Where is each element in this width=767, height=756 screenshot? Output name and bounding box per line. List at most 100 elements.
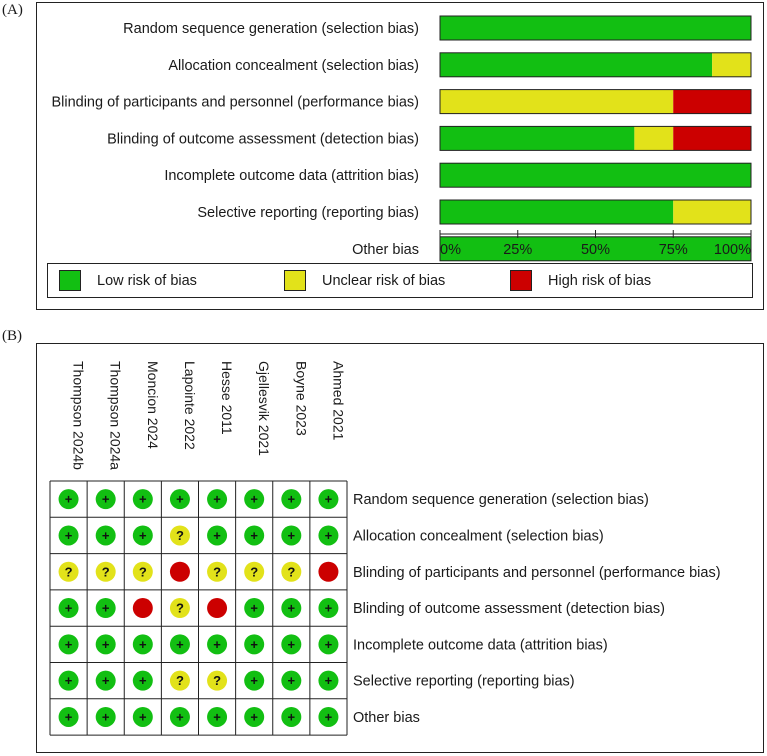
judgement-unclear [169, 670, 190, 691]
bar-segment-unclear [440, 89, 674, 114]
judgement-low [281, 525, 302, 546]
judgement-high [318, 561, 339, 582]
judgement-symbol: + [250, 492, 258, 507]
legend-swatch-low [59, 270, 81, 291]
judgement-low [95, 634, 116, 655]
x-tick-label: 100% [714, 242, 751, 258]
x-tick-label: 0% [440, 242, 461, 258]
study-label: Boyne 2023 [293, 361, 309, 436]
judgement-low [318, 598, 339, 619]
legend-label-unclear: Unclear risk of bias [322, 272, 446, 289]
judgement-low [207, 489, 228, 510]
judgement-low [132, 489, 153, 510]
judgement-symbol: ? [102, 564, 110, 579]
judgement-low [207, 634, 228, 655]
judgement-symbol: + [102, 601, 110, 616]
judgement-low [58, 706, 79, 727]
bar-segment-high [673, 126, 751, 151]
x-tick-label: 75% [659, 242, 688, 258]
judgement-symbol: + [176, 709, 184, 724]
judgement-low [58, 670, 79, 691]
domain-label: Random sequence generation (selection bi… [353, 492, 649, 508]
judgement-symbol: + [250, 528, 258, 543]
judgement-low [58, 598, 79, 619]
bar-segment-high [673, 89, 751, 114]
judgement-symbol: + [325, 637, 333, 652]
judgement-symbol: + [288, 637, 296, 652]
judgement-low [318, 634, 339, 655]
judgement-low [318, 706, 339, 727]
judgement-low [281, 598, 302, 619]
study-label: Thompson 2024b [71, 361, 87, 470]
judgement-symbol: + [102, 528, 110, 543]
judgement-symbol: + [288, 492, 296, 507]
judgement-symbol: + [325, 528, 333, 543]
domain-label: Blinding of participants and personnel (… [353, 565, 721, 581]
judgement-high [207, 598, 228, 619]
judgement-symbol: + [139, 637, 147, 652]
judgement-symbol: ? [250, 564, 258, 579]
judgement-unclear [169, 525, 190, 546]
risk-of-bias-summary: Thompson 2024b Thompson 2024a Moncion 2024… [49, 361, 721, 736]
judgement-unclear [281, 561, 302, 582]
judgement-symbol: ? [213, 673, 221, 688]
bar-segment-unclear [634, 126, 674, 151]
judgement-symbol: + [325, 709, 333, 724]
judgement-symbol: + [250, 601, 258, 616]
domain-label: Blinding of outcome assessment (detectio… [353, 601, 665, 617]
judgement-symbol: + [250, 673, 258, 688]
judgement-low [281, 670, 302, 691]
judgement-symbol: + [102, 637, 110, 652]
judgement-low [281, 489, 302, 510]
bar-segment-low [440, 236, 751, 261]
category-label: Blinding of participants and personnel (… [51, 95, 419, 111]
legend-label-high: High risk of bias [548, 272, 652, 289]
study-label: Gjellesvik 2021 [256, 361, 272, 456]
judgement-low [207, 706, 228, 727]
judgement-symbol: ? [139, 564, 147, 579]
bar-outline [439, 125, 752, 151]
judgement-symbol: + [250, 637, 258, 652]
judgement-low [169, 634, 190, 655]
judgement-symbol: + [176, 492, 184, 507]
study-label: Thompson 2024a [108, 361, 124, 470]
domain-label: Selective reporting (reporting bias) [353, 674, 575, 690]
judgement-symbol: ? [65, 564, 73, 579]
judgement-unclear [207, 561, 228, 582]
legend-swatch-unclear [284, 270, 306, 291]
judgement-high [132, 598, 153, 619]
judgement-symbol: + [288, 709, 296, 724]
judgement-unclear [169, 598, 190, 619]
judgement-low [244, 489, 265, 510]
judgement-symbol: + [213, 637, 221, 652]
judgement-symbol: ? [176, 601, 184, 616]
judgement-low [95, 525, 116, 546]
judgement-symbol: + [288, 673, 296, 688]
risk-of-bias-bar-chart: Random sequence generation (selection bi… [51, 15, 752, 262]
panel-a-label: (A) [2, 2, 23, 18]
category-label: Other bias [352, 242, 419, 258]
judgement-unclear [58, 561, 79, 582]
judgement-low [281, 634, 302, 655]
judgement-low [244, 706, 265, 727]
judgement-symbol: + [325, 673, 333, 688]
bar-segment-low [440, 52, 713, 77]
domain-label: Incomplete outcome data (attrition bias) [353, 637, 608, 653]
judgement-low [318, 670, 339, 691]
judgement-symbol: + [213, 528, 221, 543]
judgement-symbol: + [102, 492, 110, 507]
legend-item-high: High risk of bias [510, 264, 651, 297]
bar-segment-unclear [673, 200, 751, 224]
panel-b-frame [36, 343, 764, 753]
x-tick-label: 25% [503, 242, 532, 258]
legend-swatch-high [510, 270, 532, 291]
judgement-low [169, 489, 190, 510]
judgement-symbol: + [250, 709, 258, 724]
judgement-symbol: ? [176, 673, 184, 688]
legend-label-low: Low risk of bias [97, 272, 197, 289]
judgement-symbol: + [139, 492, 147, 507]
judgement-symbol: + [65, 528, 73, 543]
bar-outline [439, 52, 752, 78]
category-label: Incomplete outcome data (attrition bias) [164, 168, 419, 184]
judgement-low [58, 489, 79, 510]
